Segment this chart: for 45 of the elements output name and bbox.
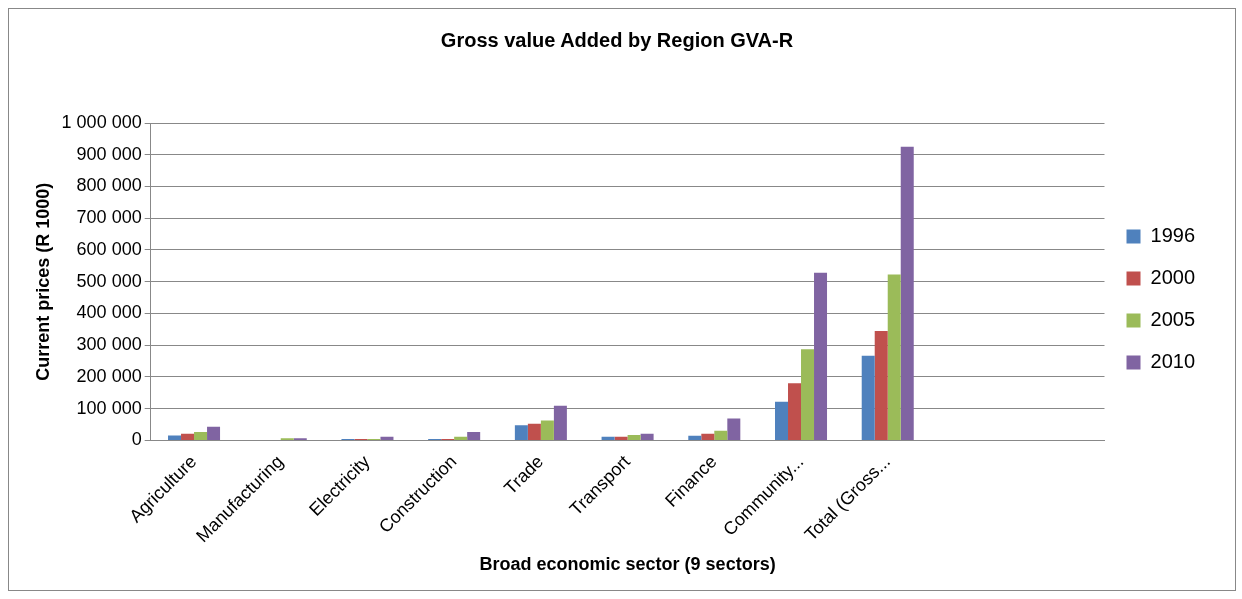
bar: [640, 433, 654, 440]
legend-label: 2010: [1150, 350, 1196, 373]
y-tick-label: 800 000: [76, 175, 142, 196]
legend-label: 1996: [1150, 224, 1196, 247]
bar: [527, 423, 541, 440]
y-tick-label: 300 000: [76, 334, 142, 355]
bar: [688, 435, 702, 440]
bar: [801, 349, 815, 440]
bar: [601, 436, 615, 440]
bar: [874, 330, 888, 440]
y-tick-label: 700 000: [76, 207, 142, 228]
y-axis-title: Current prices (R 1000): [32, 182, 53, 381]
bar: [467, 431, 481, 440]
bar: [553, 405, 567, 440]
bar: [168, 435, 182, 440]
bar: [614, 436, 628, 440]
y-tick-label: 100 000: [76, 397, 142, 418]
bar: [714, 430, 728, 440]
bar: [514, 425, 528, 440]
bar: [814, 272, 828, 440]
bar: [207, 426, 221, 440]
bar: [861, 355, 875, 440]
y-tick-label: 500 000: [76, 270, 142, 291]
bar: [788, 383, 802, 440]
bar: [775, 401, 789, 440]
bar: [454, 436, 468, 440]
y-tick-label: 0: [131, 429, 142, 450]
bar: [900, 146, 914, 440]
bar: [194, 431, 208, 440]
bar: [701, 433, 715, 440]
bar: [540, 420, 554, 440]
chart-title: Gross value Added by Region GVA-R: [440, 28, 794, 51]
y-tick-label: 900 000: [76, 143, 142, 164]
x-axis-title: Broad economic sector (9 sectors): [479, 554, 776, 575]
y-tick-label: 600 000: [76, 238, 142, 259]
bar: [627, 435, 641, 440]
bar: [380, 436, 394, 440]
bar: [727, 418, 741, 440]
bar: [887, 274, 901, 440]
bar: [181, 433, 195, 440]
y-tick-label: 400 000: [76, 302, 142, 323]
y-tick-label: 1 000 000: [61, 111, 142, 132]
legend-label: 2005: [1150, 308, 1196, 331]
legend-label: 2000: [1150, 266, 1196, 289]
y-tick-label: 200 000: [76, 365, 142, 386]
